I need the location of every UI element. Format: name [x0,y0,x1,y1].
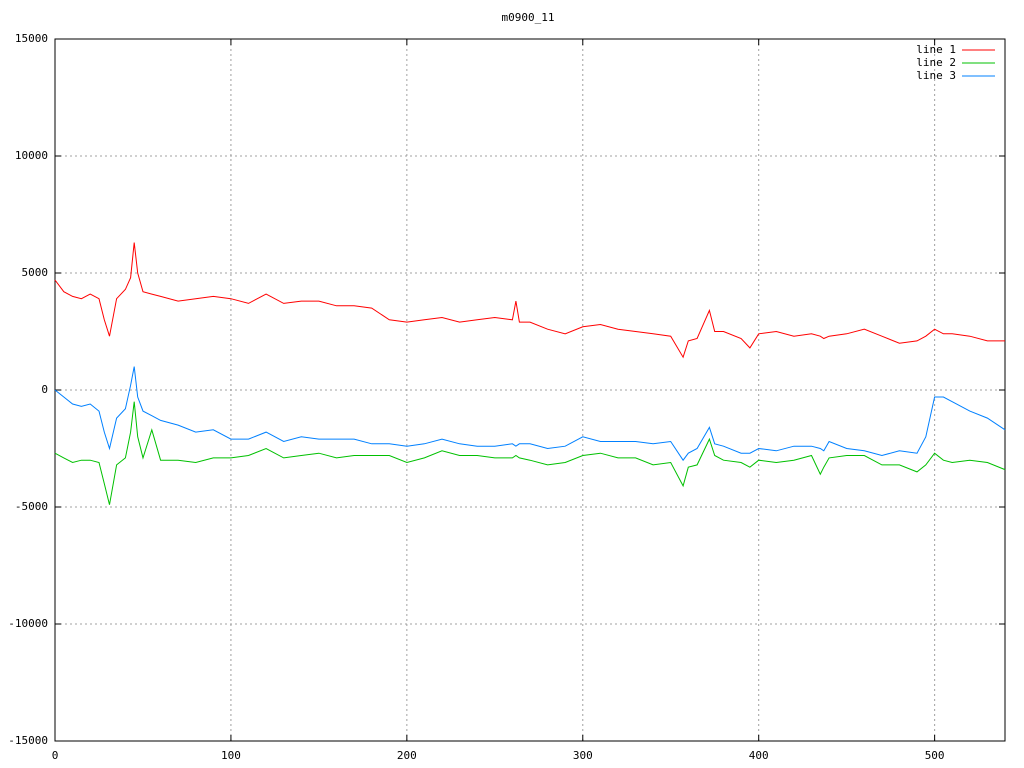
x-tick-label: 400 [749,749,769,762]
legend-label: line 1 [916,43,956,56]
x-tick-label: 200 [397,749,417,762]
chart-title: m0900_11 [502,11,555,24]
series-line [54,401,1006,505]
legend-label: line 2 [916,56,956,69]
y-tick-label: -15000 [8,734,48,747]
y-tick-label: 15000 [15,32,48,45]
series-line [54,242,1005,359]
x-tick-label: 0 [52,749,59,762]
legend-label: line 3 [916,69,956,82]
x-tick-label: 500 [925,749,945,762]
y-tick-label: -5000 [15,500,48,513]
series-line [54,366,1006,462]
y-tick-label: 10000 [15,149,48,162]
x-tick-label: 300 [573,749,593,762]
y-tick-label: 5000 [22,266,49,279]
y-tick-label: -10000 [8,617,48,630]
x-tick-label: 100 [221,749,241,762]
y-tick-label: 0 [41,383,48,396]
